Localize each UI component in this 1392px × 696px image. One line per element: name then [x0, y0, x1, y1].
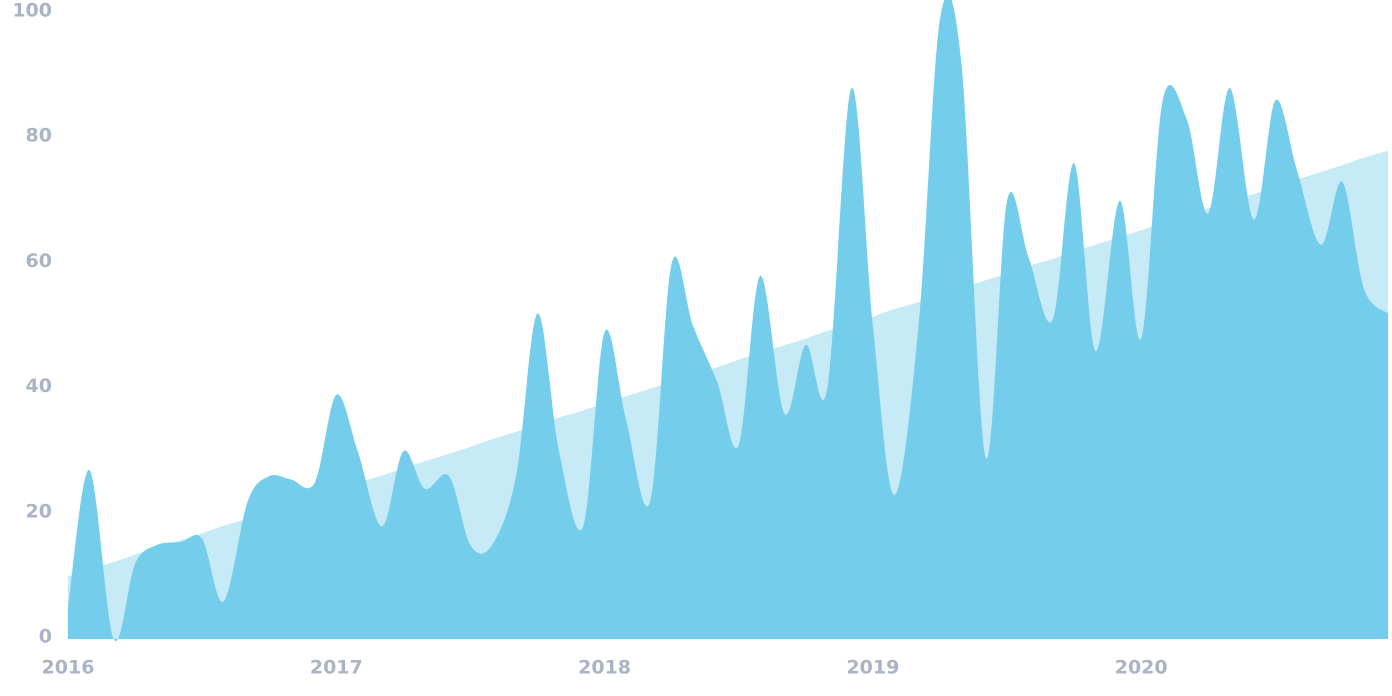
y-tick-label: 60 — [26, 250, 52, 272]
x-tick-label: 2018 — [578, 657, 631, 679]
y-tick-label: 0 — [39, 626, 52, 648]
x-tick-label: 2016 — [42, 657, 95, 679]
x-tick-label: 2017 — [310, 657, 363, 679]
y-tick-label: 100 — [12, 0, 52, 22]
area — [68, 0, 1388, 642]
x-tick-label: 2020 — [1115, 657, 1168, 679]
y-tick-label: 40 — [26, 375, 52, 397]
y-tick-label: 20 — [26, 500, 52, 522]
x-tick-label: 2019 — [846, 657, 899, 679]
y-tick-label: 80 — [26, 125, 52, 147]
